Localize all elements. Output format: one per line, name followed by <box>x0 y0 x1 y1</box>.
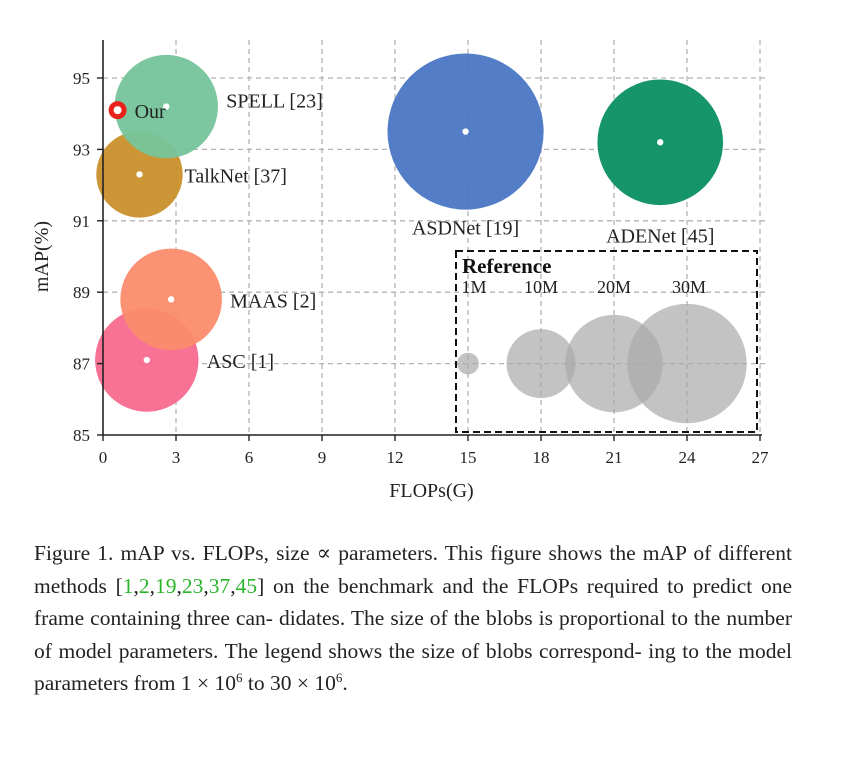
blob-label-our: Our <box>135 101 166 123</box>
caption-line-2-start: the mAP of different methods [ <box>34 541 792 598</box>
reference-blobs <box>457 303 747 424</box>
x-tick-label: 27 <box>752 448 770 467</box>
x-tick-label: 9 <box>318 448 327 467</box>
blob-labels: ASC [1] MAAS [2] TalkNet [37] SPELL [23] ASD… <box>135 91 715 373</box>
x-tick-label: 24 <box>679 448 697 467</box>
blob-label-asc: ASC [1] <box>207 351 274 373</box>
reference-box <box>455 250 758 433</box>
reference-blob-10M <box>506 329 576 399</box>
y-axis-title: mAP(%) <box>31 221 53 292</box>
caption-line-3: and the FLOPs required to predict one fr… <box>34 573 793 631</box>
y-tick-label: 89 <box>73 283 90 302</box>
x-tick-label: 12 <box>387 448 404 467</box>
x-tick-label: 15 <box>460 448 477 467</box>
caption-line-1: Figure 1. mAP vs. FLOPs, size ∝ paramete… <box>34 541 603 565</box>
blob-label-maas: MAAS [2] <box>230 290 316 312</box>
blob-center-dot <box>167 296 175 303</box>
x-tick-label: 6 <box>245 448 254 467</box>
reference-size-label: 20M <box>597 277 631 297</box>
blob-label-adenet: ADENet [45] <box>606 225 714 247</box>
reference-size-label: 30M <box>672 277 706 297</box>
blob-label-spell: SPELL [23] <box>226 91 322 113</box>
reference-blob-1M <box>457 352 479 375</box>
citation-link[interactable]: 2 <box>138 573 150 598</box>
citation-link[interactable]: 19 <box>154 573 177 598</box>
x-tick-label: 3 <box>172 448 181 467</box>
x-tick-label: 0 <box>99 448 108 467</box>
blob-center-dot <box>143 356 150 364</box>
caption-line-5: model parameters. The legend shows the s… <box>58 638 642 663</box>
blob-center-dot <box>113 106 122 115</box>
blob-label-talknet: TalkNet [37] <box>185 165 287 187</box>
y-tick-label: 85 <box>73 426 90 445</box>
reference-blob-30M <box>627 303 747 424</box>
blob-center-dot <box>657 139 664 146</box>
citation-link[interactable]: 37 <box>208 573 231 598</box>
blob-center-dot <box>136 171 143 178</box>
caption-line-6-end: . <box>342 671 348 695</box>
y-tick-label: 87 <box>73 355 91 374</box>
caption-line-2-end: ] on the benchmark <box>257 573 434 598</box>
caption-line-6-mid: to 30 × 10 <box>242 671 336 695</box>
x-axis-title: FLOPs(G) <box>389 480 473 502</box>
caption-line-4: didates. The size of the blobs is propor… <box>34 606 792 663</box>
x-tick-label: 21 <box>606 448 623 467</box>
exponent: 6 <box>235 669 243 685</box>
axes: 0 3 6 9 12 15 18 21 24 27 85 87 89 91 93 95 FLOPs(G) mAP(… <box>31 40 769 502</box>
y-tick-label: 93 <box>73 140 90 159</box>
citation-link[interactable]: 23 <box>181 573 204 598</box>
y-tick-label: 95 <box>73 69 90 88</box>
figure-caption: Figure 1. mAP vs. FLOPs, size ∝ paramete… <box>34 541 793 696</box>
method-blobs <box>95 53 724 412</box>
blob-center-dot <box>163 103 170 110</box>
citation-link[interactable]: 1 <box>122 573 134 598</box>
exponent: 6 <box>335 669 343 685</box>
x-tick-label: 18 <box>533 448 550 467</box>
caption-line-6-start: ing to the model parameters from 1 × 10 <box>34 638 793 696</box>
blob-center-dot <box>462 128 469 135</box>
reference-size-label: 1M <box>461 277 486 297</box>
reference-size-label: 10M <box>524 277 558 297</box>
blob-label-asdnet: ASDNet [19] <box>412 218 519 240</box>
reference-title: Reference <box>462 254 551 278</box>
y-tick-label: 91 <box>73 212 90 231</box>
citation-link[interactable]: 45 <box>235 573 258 598</box>
